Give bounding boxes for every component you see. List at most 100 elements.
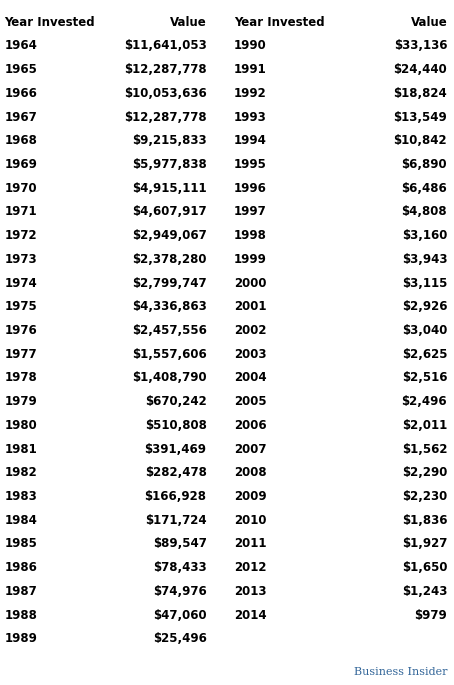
Text: $4,607,917: $4,607,917 (132, 206, 207, 219)
Text: $10,053,636: $10,053,636 (124, 87, 207, 100)
Text: $2,516: $2,516 (402, 371, 447, 384)
Text: 1988: 1988 (5, 608, 37, 621)
Text: 2007: 2007 (234, 443, 266, 456)
Text: 2012: 2012 (234, 561, 266, 574)
Text: 1965: 1965 (5, 63, 37, 76)
Text: Year Invested: Year Invested (234, 16, 325, 29)
Text: 1995: 1995 (234, 158, 266, 171)
Text: $4,808: $4,808 (402, 206, 447, 219)
Text: 2011: 2011 (234, 538, 266, 551)
Text: 1964: 1964 (5, 40, 37, 53)
Text: $2,625: $2,625 (402, 348, 447, 361)
Text: 1992: 1992 (234, 87, 266, 100)
Text: $47,060: $47,060 (153, 608, 207, 621)
Text: Business Insider: Business Insider (354, 667, 447, 677)
Text: 1989: 1989 (5, 632, 37, 645)
Text: 2013: 2013 (234, 585, 266, 598)
Text: $5,977,838: $5,977,838 (132, 158, 207, 171)
Text: $2,457,556: $2,457,556 (132, 324, 207, 337)
Text: 1967: 1967 (5, 110, 37, 123)
Text: 1991: 1991 (234, 63, 266, 76)
Text: $1,650: $1,650 (402, 561, 447, 574)
Text: 1969: 1969 (5, 158, 37, 171)
Text: 2004: 2004 (234, 371, 266, 384)
Text: $171,724: $171,724 (145, 514, 207, 527)
Text: $9,215,833: $9,215,833 (132, 134, 207, 147)
Text: 1976: 1976 (5, 324, 37, 337)
Text: 1999: 1999 (234, 253, 266, 266)
Text: 2002: 2002 (234, 324, 266, 337)
Text: $3,115: $3,115 (402, 277, 447, 290)
Text: $1,927: $1,927 (402, 538, 447, 551)
Text: $10,842: $10,842 (394, 134, 447, 147)
Text: 2000: 2000 (234, 277, 266, 290)
Text: 1993: 1993 (234, 110, 266, 123)
Text: 1983: 1983 (5, 490, 37, 503)
Text: $33,136: $33,136 (394, 40, 447, 53)
Text: Year Invested: Year Invested (5, 16, 95, 29)
Text: $3,160: $3,160 (402, 229, 447, 242)
Text: 2005: 2005 (234, 395, 266, 408)
Text: 1990: 1990 (234, 40, 266, 53)
Text: 1980: 1980 (5, 419, 37, 432)
Text: 1981: 1981 (5, 443, 37, 456)
Text: 1994: 1994 (234, 134, 266, 147)
Text: 2003: 2003 (234, 348, 266, 361)
Text: 1997: 1997 (234, 206, 266, 219)
Text: 1978: 1978 (5, 371, 37, 384)
Text: $1,408,790: $1,408,790 (132, 371, 207, 384)
Text: $2,011: $2,011 (402, 419, 447, 432)
Text: 1998: 1998 (234, 229, 266, 242)
Text: 2014: 2014 (234, 608, 266, 621)
Text: $78,433: $78,433 (153, 561, 207, 574)
Text: $6,486: $6,486 (401, 182, 447, 195)
Text: 1971: 1971 (5, 206, 37, 219)
Text: $510,808: $510,808 (145, 419, 207, 432)
Text: 1977: 1977 (5, 348, 37, 361)
Text: 2001: 2001 (234, 300, 266, 313)
Text: 2010: 2010 (234, 514, 266, 527)
Text: 1972: 1972 (5, 229, 37, 242)
Text: 2006: 2006 (234, 419, 266, 432)
Text: $2,230: $2,230 (402, 490, 447, 503)
Text: $18,824: $18,824 (394, 87, 447, 100)
Text: 1974: 1974 (5, 277, 37, 290)
Text: $2,799,747: $2,799,747 (132, 277, 207, 290)
Text: $2,949,067: $2,949,067 (132, 229, 207, 242)
Text: 1979: 1979 (5, 395, 37, 408)
Text: $89,547: $89,547 (153, 538, 207, 551)
Text: $979: $979 (415, 608, 447, 621)
Text: 1987: 1987 (5, 585, 37, 598)
Text: $74,976: $74,976 (153, 585, 207, 598)
Text: $166,928: $166,928 (144, 490, 207, 503)
Text: $4,915,111: $4,915,111 (132, 182, 207, 195)
Text: 1973: 1973 (5, 253, 37, 266)
Text: $391,469: $391,469 (144, 443, 207, 456)
Text: $25,496: $25,496 (153, 632, 207, 645)
Text: 1985: 1985 (5, 538, 37, 551)
Text: 1982: 1982 (5, 466, 37, 479)
Text: $2,290: $2,290 (402, 466, 447, 479)
Text: 2009: 2009 (234, 490, 266, 503)
Text: Value: Value (170, 16, 207, 29)
Text: $4,336,863: $4,336,863 (132, 300, 207, 313)
Text: 1975: 1975 (5, 300, 37, 313)
Text: 1984: 1984 (5, 514, 37, 527)
Text: 1996: 1996 (234, 182, 266, 195)
Text: $1,557,606: $1,557,606 (132, 348, 207, 361)
Text: $282,478: $282,478 (145, 466, 207, 479)
Text: $11,641,053: $11,641,053 (124, 40, 207, 53)
Text: $6,890: $6,890 (402, 158, 447, 171)
Text: $24,440: $24,440 (394, 63, 447, 76)
Text: $3,040: $3,040 (402, 324, 447, 337)
Text: $2,926: $2,926 (402, 300, 447, 313)
Text: $2,496: $2,496 (402, 395, 447, 408)
Text: $1,243: $1,243 (402, 585, 447, 598)
Text: 1986: 1986 (5, 561, 37, 574)
Text: 2008: 2008 (234, 466, 266, 479)
Text: $1,836: $1,836 (402, 514, 447, 527)
Text: $1,562: $1,562 (402, 443, 447, 456)
Text: $13,549: $13,549 (394, 110, 447, 123)
Text: 1968: 1968 (5, 134, 37, 147)
Text: 1966: 1966 (5, 87, 37, 100)
